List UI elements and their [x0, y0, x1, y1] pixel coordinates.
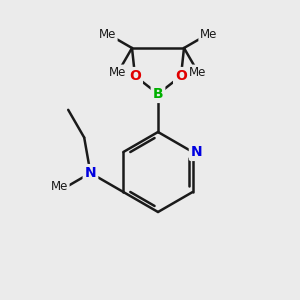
Text: Me: Me — [51, 179, 68, 193]
Text: Me: Me — [200, 28, 217, 40]
Text: Me: Me — [99, 28, 116, 40]
Text: N: N — [191, 145, 203, 159]
Text: Me: Me — [109, 66, 127, 79]
Text: N: N — [85, 166, 96, 180]
Text: O: O — [175, 69, 187, 83]
Text: Me: Me — [189, 66, 207, 79]
Text: B: B — [153, 87, 163, 101]
Text: O: O — [129, 69, 141, 83]
